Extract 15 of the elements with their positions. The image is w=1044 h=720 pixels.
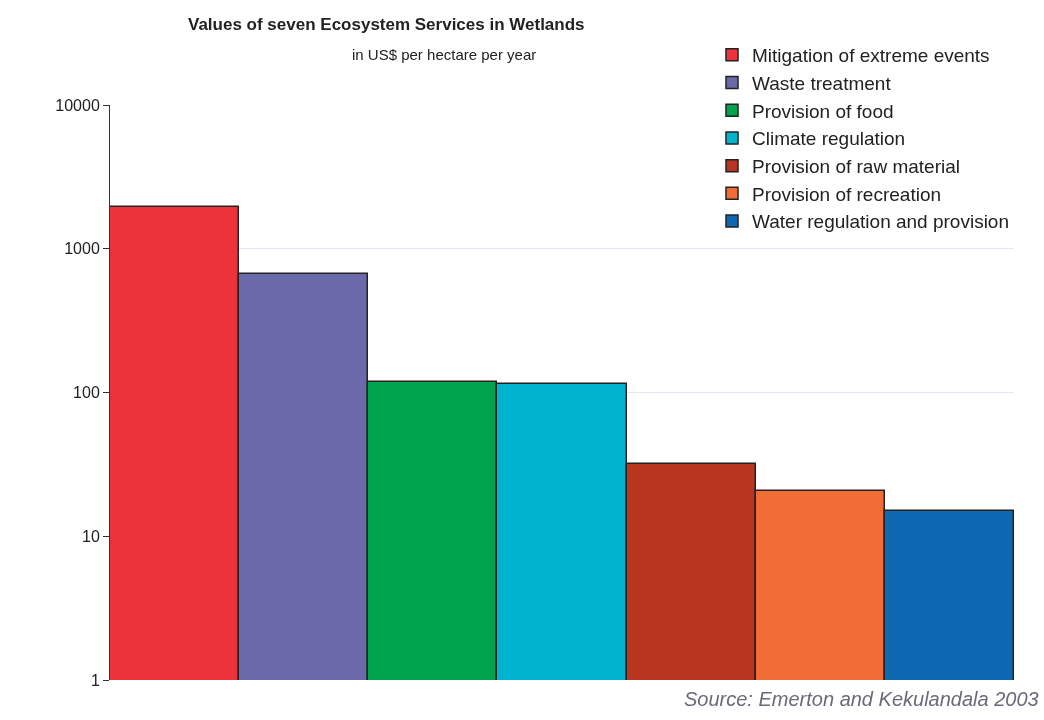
legend-label: Climate regulation [752,128,906,150]
chart-title: Values of seven Ecosystem Services in Wetlands [188,14,585,34]
source-note: Source: Emerton and Kekulandala 2003 [684,688,1039,710]
legend-label: Water regulation and provision [752,211,1009,233]
legend-label: Waste treatment [752,72,892,94]
y-tick-label: 10 [82,527,100,545]
y-tick-label: 1000 [64,240,100,258]
legend-label: Provision of raw material [752,156,961,178]
y-tick-label: 1 [90,671,100,689]
legend-label: Mitigation of extreme events [752,45,990,67]
y-tick-label: 10000 [55,96,100,114]
legend-label: Provision of recreation [752,183,942,205]
chart-subtitle: in US$ per hectare per year [352,46,537,63]
legend-label: Provision of food [752,100,894,122]
y-tick-label: 100 [73,384,100,402]
